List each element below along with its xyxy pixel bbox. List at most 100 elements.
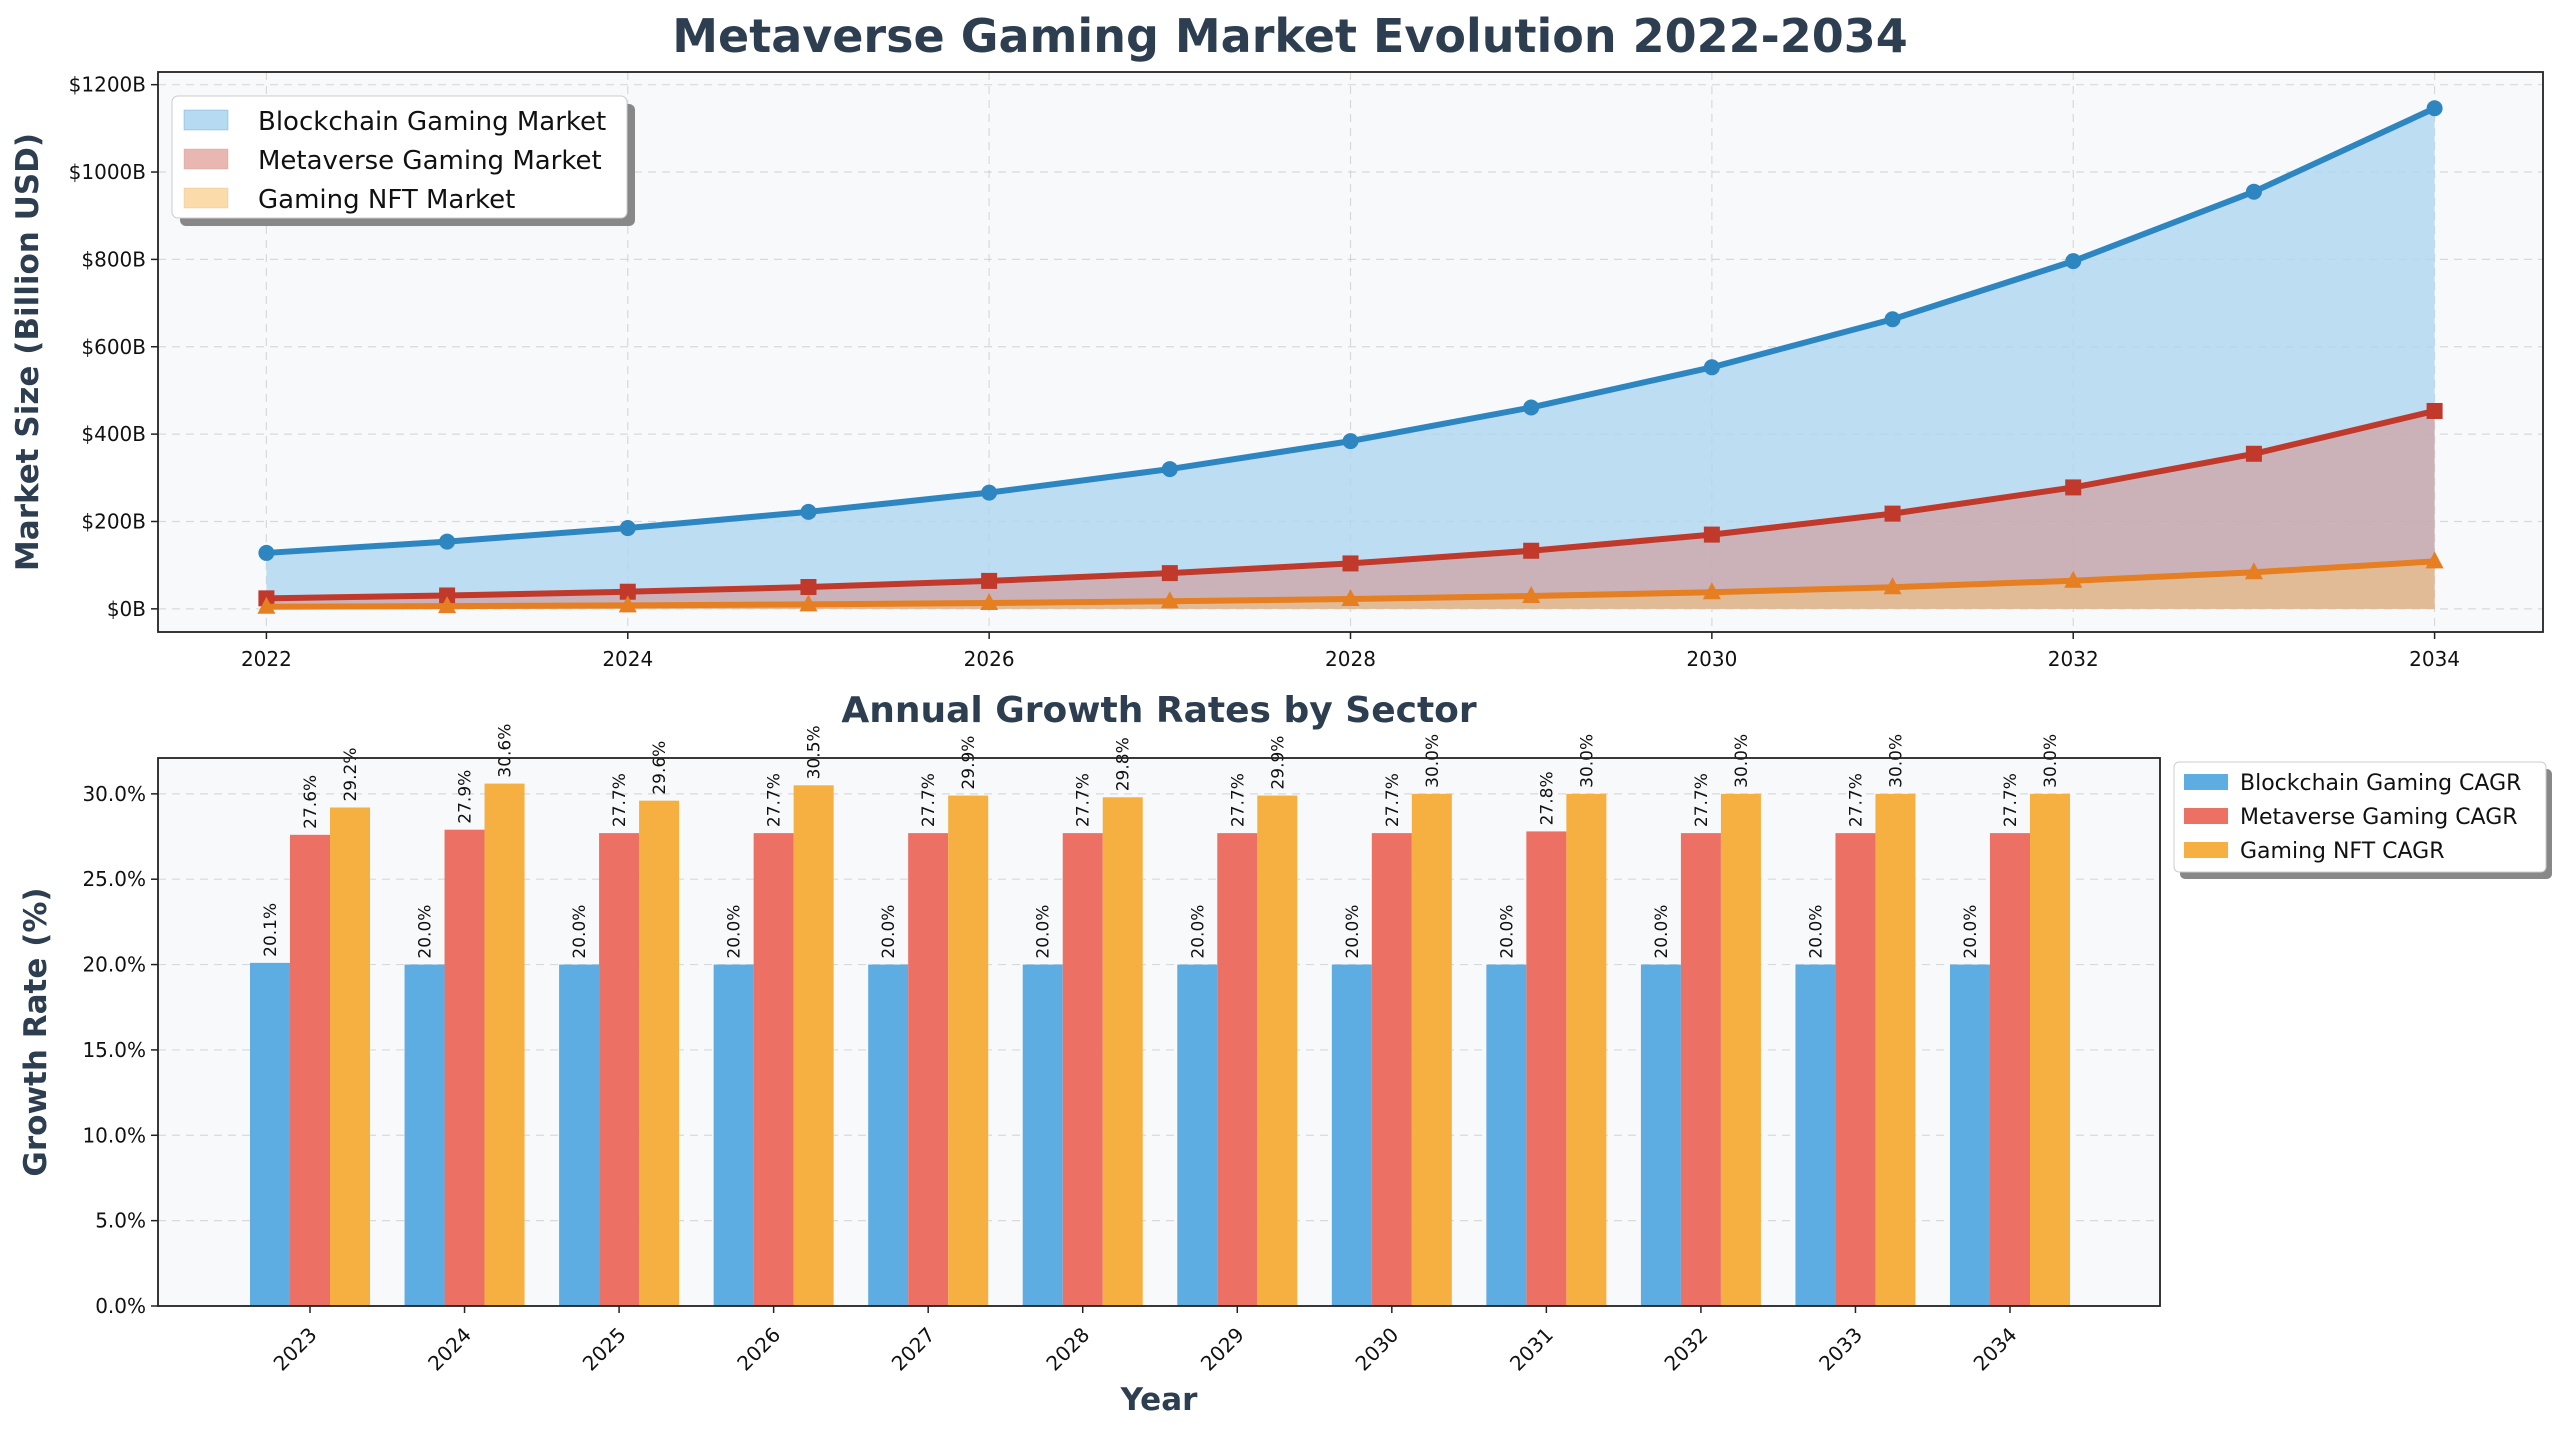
bar-1 bbox=[1835, 833, 1876, 1306]
data-point bbox=[258, 544, 275, 561]
data-point bbox=[1342, 433, 1359, 450]
legend bbox=[2173, 761, 2547, 873]
bar-value-label: 20.0% bbox=[1961, 905, 1981, 959]
growth-rate-chart: Annual Growth Rates by Sector 0.0% 5.0% 10.… bbox=[18, 690, 2552, 1418]
data-point bbox=[1523, 399, 1540, 416]
y-tick-label: $400B bbox=[81, 422, 146, 446]
bar-value-label: 27.7% bbox=[1228, 773, 1248, 827]
x-tick-label: 2032 bbox=[1659, 1323, 1712, 1376]
bar-value-label: 30.6% bbox=[496, 724, 516, 778]
bar-2 bbox=[1566, 793, 1607, 1306]
legend-swatch bbox=[183, 148, 229, 170]
bar-value-label: 27.7% bbox=[919, 773, 939, 827]
plot-frame bbox=[157, 71, 2544, 633]
bar-value-label: 27.8% bbox=[1537, 771, 1557, 825]
bar-0 bbox=[1331, 964, 1372, 1306]
bar-value-label: 30.5% bbox=[805, 725, 825, 779]
bar-value-label: 27.7% bbox=[1692, 773, 1712, 827]
y-tick-label: 0.0% bbox=[95, 1294, 146, 1318]
bar-value-label: 27.7% bbox=[1846, 773, 1866, 827]
bar-1 bbox=[599, 833, 640, 1306]
x-tick-label: 2028 bbox=[1041, 1323, 1094, 1376]
bar-2 bbox=[484, 783, 525, 1306]
bar-0 bbox=[404, 964, 445, 1306]
data-point bbox=[1160, 591, 1179, 609]
data-point bbox=[2426, 402, 2443, 419]
data-point bbox=[1523, 542, 1540, 559]
y-tick-label: 15.0% bbox=[82, 1038, 146, 1062]
legend-swatch bbox=[2184, 842, 2228, 858]
data-point bbox=[981, 572, 998, 589]
bar-2 bbox=[1102, 797, 1143, 1306]
bar-0 bbox=[868, 964, 909, 1306]
data-point bbox=[439, 533, 456, 550]
bar-2 bbox=[793, 785, 834, 1306]
bar-1 bbox=[1062, 833, 1103, 1306]
x-tick-label: 2034 bbox=[1969, 1323, 2022, 1376]
bar-1 bbox=[908, 833, 949, 1306]
bar-value-label: 29.9% bbox=[1268, 736, 1288, 790]
bar-value-label: 20.0% bbox=[725, 905, 745, 959]
plot-frame bbox=[157, 757, 2161, 1307]
bar-1 bbox=[444, 829, 485, 1306]
x-tick-label: 2029 bbox=[1196, 1323, 1249, 1376]
bar-value-label: 29.6% bbox=[650, 741, 670, 795]
y-tick-label: 30.0% bbox=[82, 782, 146, 806]
bar-value-label: 27.7% bbox=[610, 773, 630, 827]
bar-2 bbox=[1720, 793, 1761, 1306]
data-point bbox=[1342, 555, 1359, 572]
x-tick-label: 2031 bbox=[1505, 1323, 1558, 1376]
x-tick-label: 2027 bbox=[887, 1323, 940, 1376]
y-tick-label: 10.0% bbox=[82, 1123, 146, 1147]
area-0 bbox=[266, 108, 2435, 609]
bar-value-label: 27.6% bbox=[301, 775, 321, 829]
data-point bbox=[799, 594, 818, 612]
data-point bbox=[1522, 586, 1541, 604]
y-tick-label: $200B bbox=[81, 509, 146, 533]
data-point bbox=[619, 520, 636, 537]
data-point bbox=[1884, 311, 1901, 328]
bar-0 bbox=[1022, 964, 1063, 1306]
bar-0 bbox=[1795, 964, 1836, 1306]
bar-value-label: 20.1% bbox=[261, 903, 281, 957]
bar-0 bbox=[1950, 964, 1990, 1306]
bar-1 bbox=[290, 834, 330, 1306]
bar-value-label: 20.0% bbox=[416, 905, 436, 959]
y-tick-label: 5.0% bbox=[95, 1209, 146, 1233]
y-tick-label: 25.0% bbox=[82, 867, 146, 891]
x-tick-label: 2028 bbox=[1325, 647, 1376, 671]
bar-1 bbox=[1990, 833, 2030, 1306]
data-point bbox=[800, 503, 817, 520]
data-point bbox=[981, 484, 998, 501]
bar-value-label: 29.8% bbox=[1114, 737, 1134, 791]
x-tick-label: 2023 bbox=[269, 1323, 322, 1376]
legend-swatch bbox=[2184, 808, 2228, 824]
market-size-chart: $0B $200B $400B $600B $800B $1000B $1200B 2022 2… bbox=[10, 71, 2544, 671]
x-tick-label: 2032 bbox=[2048, 647, 2099, 671]
bar-value-label: 30.0% bbox=[1732, 734, 1752, 788]
bar-2 bbox=[330, 807, 370, 1306]
data-point bbox=[2245, 183, 2262, 200]
data-point bbox=[1884, 505, 1901, 522]
x-axis-label: Year bbox=[1120, 1382, 1199, 1418]
subplot-title: Annual Growth Rates by Sector bbox=[841, 690, 1477, 731]
data-point bbox=[618, 595, 637, 613]
data-point bbox=[2065, 253, 2082, 270]
bar-0 bbox=[1486, 964, 1527, 1306]
legend-label: Gaming NFT Market bbox=[258, 185, 515, 215]
bar-value-label: 30.0% bbox=[1577, 734, 1597, 788]
bar-2 bbox=[1875, 793, 1916, 1306]
bar-value-label: 27.7% bbox=[1383, 773, 1403, 827]
bar-value-label: 27.7% bbox=[1074, 773, 1094, 827]
data-point bbox=[1703, 359, 1720, 376]
y-axis-label: Growth Rate (%) bbox=[18, 887, 54, 1176]
bar-0 bbox=[250, 962, 290, 1306]
bar-1 bbox=[1680, 833, 1721, 1306]
y-tick-label: $0B bbox=[107, 597, 146, 621]
x-tick-label: 2033 bbox=[1814, 1323, 1867, 1376]
legend bbox=[171, 95, 628, 219]
data-point bbox=[619, 583, 636, 600]
data-point bbox=[2065, 479, 2082, 496]
data-point bbox=[2425, 551, 2444, 569]
